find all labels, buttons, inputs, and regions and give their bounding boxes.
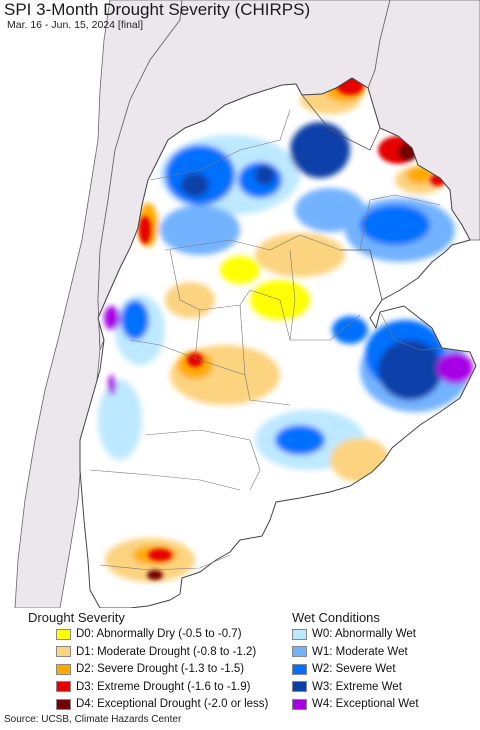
drought-legend-swatch xyxy=(56,663,71,675)
drought-legend-item: D3: Extreme Drought (-1.6 to -1.9) xyxy=(56,680,250,694)
wet-legend-label: W3: Extreme Wet xyxy=(312,680,402,693)
wet-legend-swatch xyxy=(292,663,307,675)
drought-legend-swatch xyxy=(56,628,71,640)
wet-legend-item: W1: Moderate Wet xyxy=(292,645,408,659)
wet-legend-item: W0: Abnormally Wet xyxy=(292,627,416,641)
wet-legend-label: W2: Severe Wet xyxy=(312,663,396,675)
drought-legend-item: D0: Abnormally Dry (-0.5 to -0.7) xyxy=(56,627,242,641)
drought-legend-swatch xyxy=(56,681,71,692)
wet-legend-item: W3: Extreme Wet xyxy=(292,680,402,694)
drought-map xyxy=(14,0,480,608)
severity-patches xyxy=(98,78,473,582)
wet-legend-label: W4: Exceptional Wet xyxy=(312,698,419,710)
drought-legend-swatch xyxy=(56,698,71,710)
wet-legend-swatch xyxy=(292,698,307,710)
drought-legend-heading: Drought Severity xyxy=(28,610,125,625)
page-subtitle: Mar. 16 - Jun. 15, 2024 [final] xyxy=(7,19,143,31)
wet-legend-item: W2: Severe Wet xyxy=(292,662,396,676)
wet-legend-swatch xyxy=(292,628,307,640)
drought-legend-item: D4: Exceptional Drought (-2.0 or less) xyxy=(56,697,268,711)
wet-legend-swatch xyxy=(292,681,307,692)
drought-legend-label: D1: Moderate Drought (-0.8 to -1.2) xyxy=(76,645,257,658)
drought-legend-item: D2: Severe Drought (-1.3 to -1.5) xyxy=(56,662,244,676)
wet-legend-label: W0: Abnormally Wet xyxy=(312,628,416,640)
drought-legend-label: D0: Abnormally Dry (-0.5 to -0.7) xyxy=(76,628,242,640)
drought-legend-label: D2: Severe Drought (-1.3 to -1.5) xyxy=(76,663,245,675)
source-note: Source: UCSB, Climate Hazards Center xyxy=(4,714,182,725)
drought-legend-item: D1: Moderate Drought (-0.8 to -1.2) xyxy=(56,645,256,659)
wet-legend-swatch xyxy=(292,646,307,657)
drought-legend-label: D4: Exceptional Drought (-2.0 or less) xyxy=(76,698,269,710)
wet-legend-heading: Wet Conditions xyxy=(292,610,380,625)
page-title: SPI 3-Month Drought Severity (CHIRPS) xyxy=(4,0,311,19)
wet-legend-item: W4: Exceptional Wet xyxy=(292,697,419,711)
drought-legend-label: D3: Extreme Drought (-1.6 to -1.9) xyxy=(76,680,251,693)
province-borders xyxy=(89,109,441,571)
country-borders xyxy=(301,94,383,301)
drought-legend-swatch xyxy=(56,646,71,657)
wet-legend-label: W1: Moderate Wet xyxy=(312,645,408,658)
